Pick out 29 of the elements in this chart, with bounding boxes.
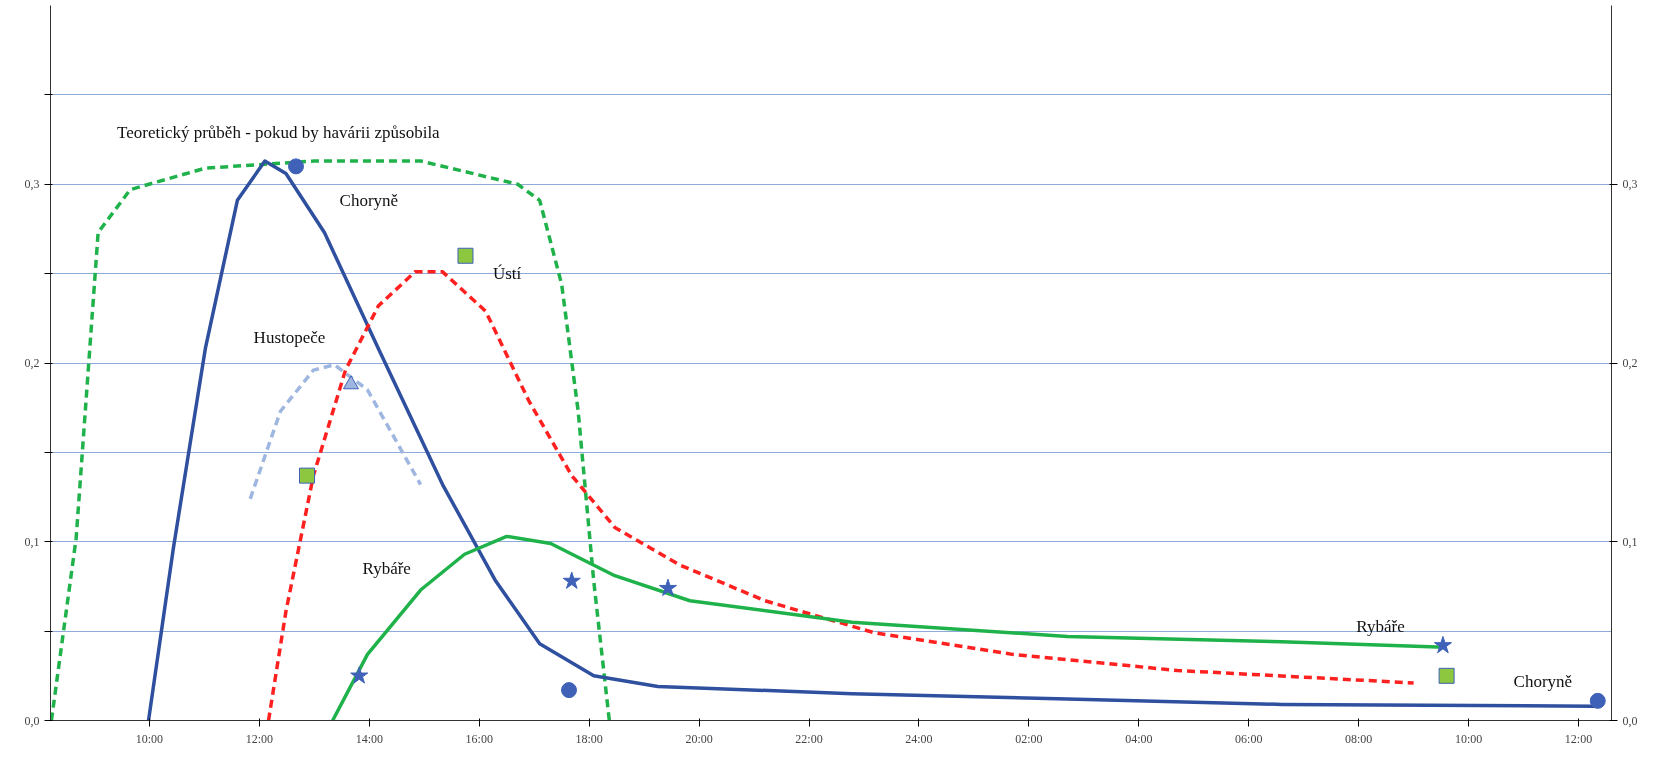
series-label: Choryně	[1513, 671, 1573, 691]
y-tick-label: 0,0	[24, 713, 40, 728]
x-tick-label: 10:00	[1454, 731, 1483, 746]
annotation: Rybáře	[362, 558, 411, 578]
x-tick-label: 04:00	[1125, 731, 1153, 746]
y-tick-label: 0,2	[24, 356, 40, 370]
annotation: Choryně	[339, 190, 399, 210]
series-label: Ústí	[492, 264, 522, 284]
y2-tick-label: 0,3	[1622, 177, 1638, 192]
x-tick-label: 16:00	[465, 731, 493, 746]
x-tick-label: 12:00	[1564, 731, 1593, 746]
series-label: Rybáře	[1356, 617, 1405, 637]
y2-tick-label: 0,1	[1622, 534, 1638, 549]
x-tick-label: 22:00	[795, 731, 823, 746]
y-tick-label: 0,3	[24, 177, 40, 192]
x-tick-label: 12:00	[245, 731, 274, 746]
series-label: Hustopeče	[253, 328, 326, 348]
x-tick-label: 02:00	[1015, 731, 1043, 746]
x-tick-label: 14:00	[355, 731, 383, 746]
x-tick-label: 18:00	[575, 731, 603, 746]
x-tick-label: 24:00	[905, 731, 933, 746]
x-tick-label: 06:00	[1235, 731, 1263, 746]
series-label: Teoretický průběh - pokud by havárii způsobila	[117, 122, 441, 142]
x-tick-label: 20:00	[685, 731, 713, 746]
y2-tick-label: 0,0	[1622, 713, 1638, 728]
y2-tick-label: 0,2	[1622, 356, 1638, 370]
x-tick-label: 08:00	[1344, 731, 1373, 746]
y-tick-label: 0,1	[24, 534, 40, 549]
x-tick-label: 10:00	[135, 731, 164, 746]
